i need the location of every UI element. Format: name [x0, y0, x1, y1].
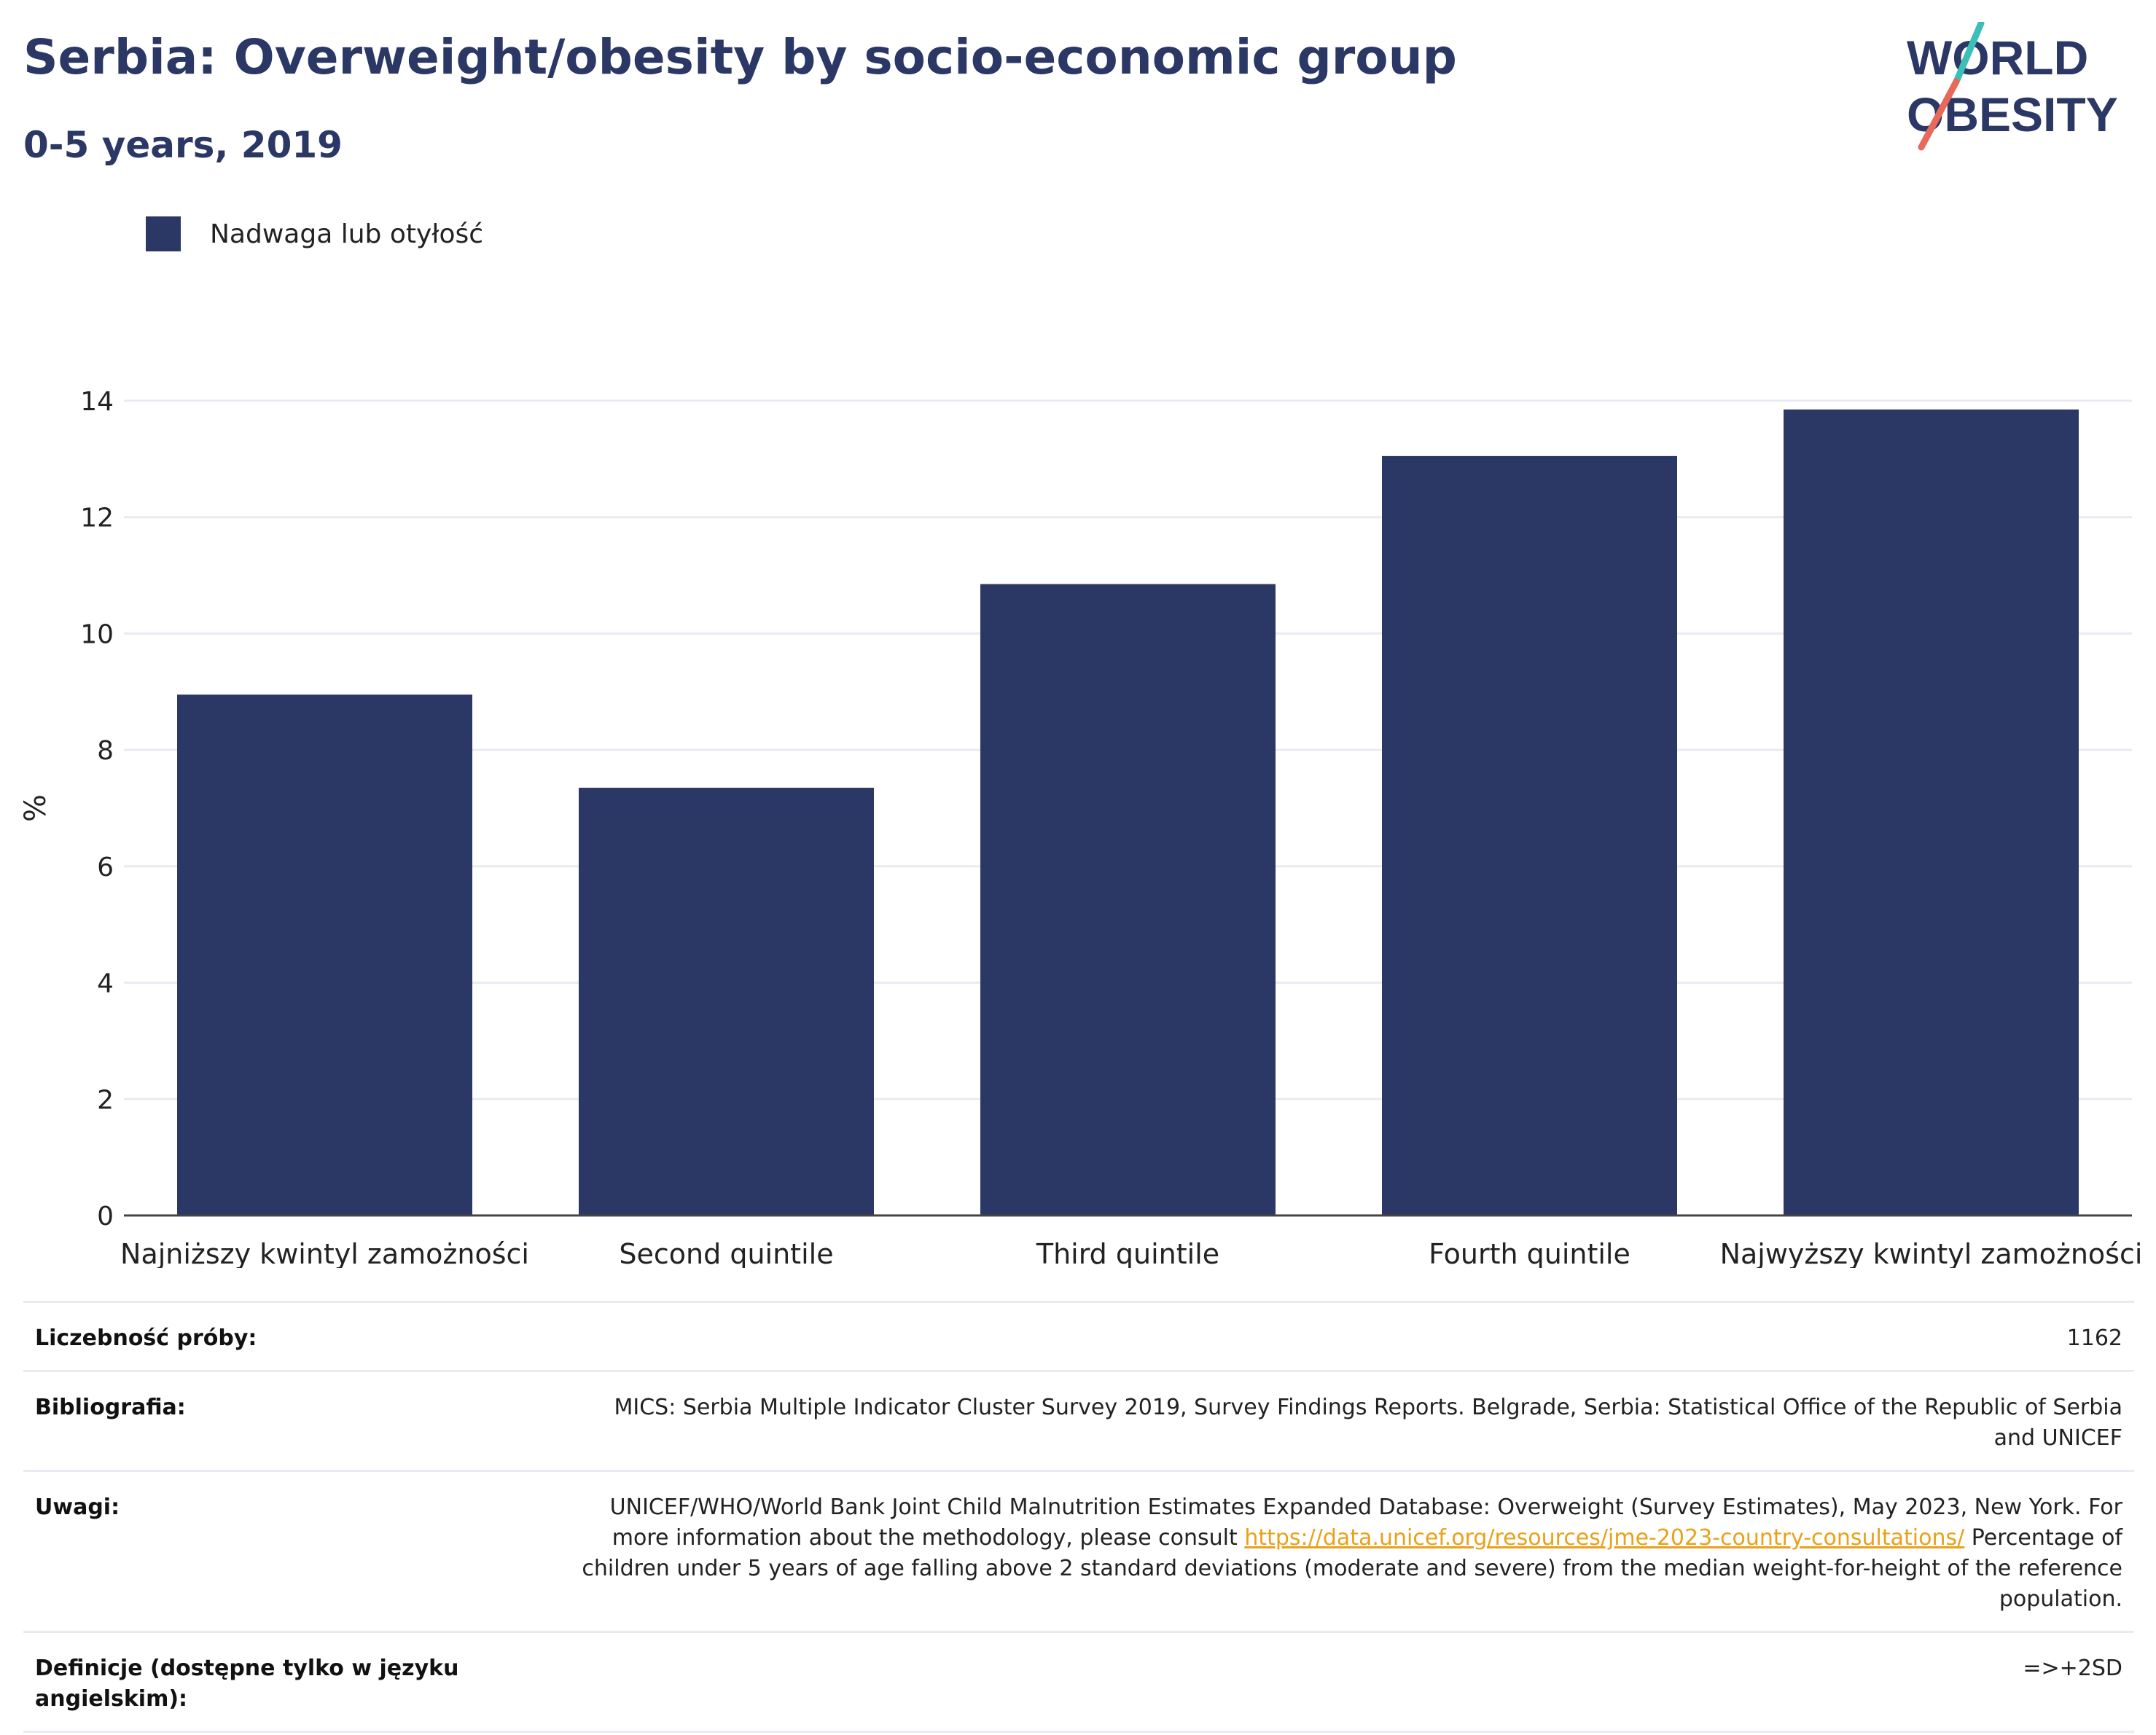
info-value: 1162 [2066, 1325, 2122, 1351]
bar [579, 788, 874, 1215]
chart-legend: Nadwaga lub otyłość [146, 215, 483, 253]
info-value: UNICEF/WHO/World Bank Joint Child Malnut… [557, 1471, 2134, 1632]
legend-label: Nadwaga lub otyłość [210, 219, 484, 249]
info-row-definitions: Definicje (dostępne tylko w języku angie… [23, 1632, 2134, 1732]
y-tick-label: 10 [80, 619, 114, 649]
y-tick-label: 8 [97, 736, 114, 766]
y-tick-label: 0 [97, 1202, 114, 1231]
bar [980, 584, 1276, 1215]
bar-chart: 0 2 4 6 8 10 12 14 Najniższy kwintyl zamożności S… [19, 387, 2143, 1268]
x-tick-label: Najniższy kwintyl zamożności [120, 1238, 529, 1268]
info-row-notes: Uwagi: UNICEF/WHO/World Bank Joint Child… [23, 1470, 2134, 1632]
info-value: =>+2SD [2023, 1656, 2122, 1681]
world-obesity-logo: WORLD OBESITY [1907, 22, 2118, 151]
info-key: Liczebność próby: [35, 1325, 257, 1351]
y-axis-label: % [19, 794, 52, 822]
notes-text-2: Percentage of children under 5 years of … [582, 1525, 2122, 1612]
chart-title: Serbia: Overweight/obesity by socio-econ… [23, 29, 1457, 85]
bar [1784, 409, 2079, 1216]
info-key: Bibliografia: [35, 1395, 186, 1420]
chart-subtitle: 0-5 years, 2019 [23, 124, 343, 166]
info-key: Uwagi: [35, 1495, 120, 1520]
logo-line-1: WORLD [1907, 31, 2088, 85]
x-tick-label: Fourth quintile [1429, 1238, 1630, 1268]
y-tick-label: 2 [97, 1085, 114, 1115]
logo-slash-top [1953, 22, 1985, 85]
x-tick-label: Second quintile [619, 1238, 833, 1268]
methodology-link[interactable]: https://data.unicef.org/resources/jme-20… [1244, 1525, 1965, 1551]
info-value: MICS: Serbia Multiple Indicator Cluster … [614, 1395, 2122, 1451]
legend-swatch [146, 216, 181, 251]
info-table: Liczebność próby: 1162 Bibliografia: MIC… [23, 1301, 2134, 1733]
logo-slash-bottom [1918, 78, 1960, 151]
info-row-sample-size: Liczebność próby: 1162 [23, 1301, 2134, 1371]
y-tick-label: 6 [97, 853, 114, 882]
y-tick-label: 12 [80, 504, 114, 533]
x-tick-label: Third quintile [1036, 1238, 1219, 1268]
y-tick-label: 14 [80, 387, 114, 417]
info-key: Definicje (dostępne tylko w języku angie… [35, 1656, 459, 1712]
y-tick-label: 4 [97, 969, 114, 999]
notes-text-1: UNICEF/WHO/World Bank Joint Child Malnut… [609, 1495, 2122, 1551]
bar [1382, 455, 1677, 1215]
bar [177, 694, 472, 1215]
info-row-bibliography: Bibliografia: MICS: Serbia Multiple Indi… [23, 1371, 2134, 1471]
x-tick-label: Najwyższy kwintyl zamożności [1720, 1238, 2143, 1268]
